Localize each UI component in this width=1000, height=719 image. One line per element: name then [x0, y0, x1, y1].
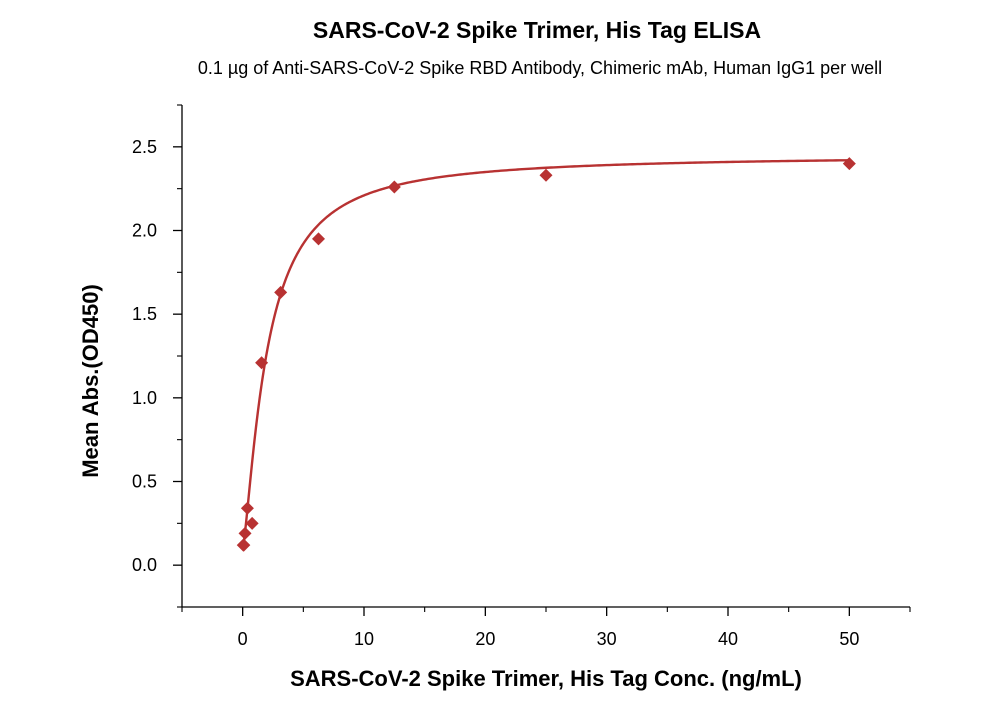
fit-curve-layer: [242, 159, 850, 547]
chart-subtitle: 0.1 µg of Anti-SARS-CoV-2 Spike RBD Anti…: [198, 58, 882, 78]
data-point: [387, 180, 401, 194]
y-tick-label: 1.0: [132, 388, 157, 408]
data-point: [237, 538, 251, 552]
data-point: [312, 232, 325, 246]
y-tick-label: 2.0: [132, 221, 157, 241]
y-tick-label: 0.5: [132, 472, 157, 492]
data-points-layer: [236, 157, 856, 552]
axes: [173, 104, 911, 616]
y-tick-label: 1.5: [132, 304, 157, 324]
x-tick-label: 10: [354, 629, 374, 649]
y-axis-title: Mean Abs.(OD450): [78, 284, 103, 478]
data-point: [245, 516, 259, 530]
data-point: [842, 157, 856, 171]
fit-curve: [242, 159, 850, 547]
data-point: [274, 285, 288, 299]
x-tick-label: 20: [475, 629, 495, 649]
chart-title: SARS-CoV-2 Spike Trimer, His Tag ELISA: [313, 17, 761, 43]
data-point: [539, 168, 553, 182]
data-point: [240, 501, 254, 515]
data-point: [255, 356, 269, 370]
x-tick-label: 30: [597, 629, 617, 649]
x-tick-label: 50: [839, 629, 859, 649]
x-tick-label: 40: [718, 629, 738, 649]
x-axis-title: SARS-CoV-2 Spike Trimer, His Tag Conc. (…: [290, 666, 802, 691]
data-point: [238, 526, 252, 540]
x-tick-label: 0: [238, 629, 248, 649]
tick-labels-layer: 0 10 20 30 40 50 0.0 0.5 1.0 1.5 2.0 2.5: [132, 137, 859, 649]
y-tick-label: 0.0: [132, 555, 157, 575]
y-tick-label: 2.5: [132, 137, 157, 157]
